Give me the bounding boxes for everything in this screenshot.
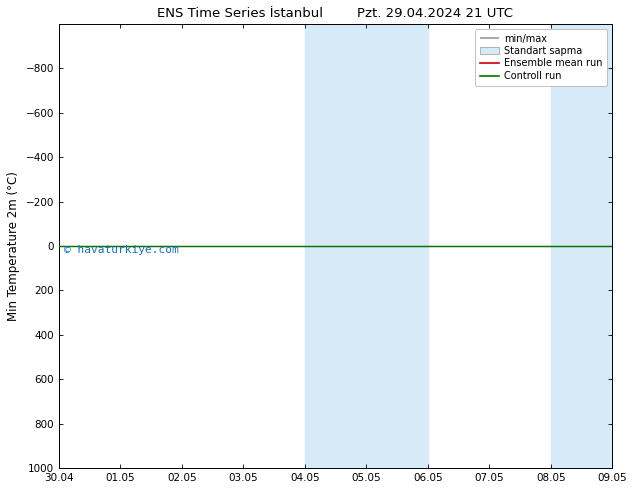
Legend: min/max, Standart sapma, Ensemble mean run, Controll run: min/max, Standart sapma, Ensemble mean r… (475, 29, 607, 86)
Y-axis label: Min Temperature 2m (°C): Min Temperature 2m (°C) (7, 171, 20, 321)
Text: © havaturkiye.com: © havaturkiye.com (64, 245, 179, 255)
Bar (305, 24, 428, 468)
Bar (551, 24, 612, 468)
Title: ENS Time Series İstanbul        Pzt. 29.04.2024 21 UTC: ENS Time Series İstanbul Pzt. 29.04.2024… (157, 7, 514, 20)
